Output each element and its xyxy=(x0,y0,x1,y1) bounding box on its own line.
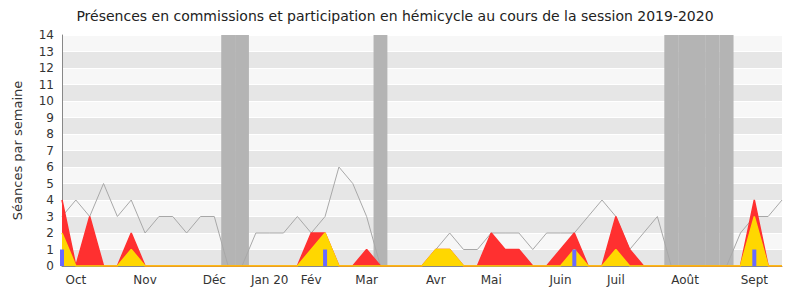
svg-text:2: 2 xyxy=(46,226,54,240)
svg-text:Mai: Mai xyxy=(481,273,502,287)
svg-text:7: 7 xyxy=(46,144,54,158)
svg-text:Déc: Déc xyxy=(203,273,226,287)
svg-text:3: 3 xyxy=(46,210,54,224)
svg-text:Juin: Juin xyxy=(548,273,571,287)
svg-text:0: 0 xyxy=(46,259,54,273)
svg-text:10: 10 xyxy=(39,94,54,108)
svg-text:Mar: Mar xyxy=(355,273,378,287)
svg-text:8: 8 xyxy=(46,127,54,141)
svg-text:Sept: Sept xyxy=(741,273,769,287)
svg-text:5: 5 xyxy=(46,177,54,191)
svg-text:14: 14 xyxy=(39,28,54,42)
svg-text:Juil: Juil xyxy=(606,273,625,287)
svg-text:11: 11 xyxy=(39,78,54,92)
svg-text:Séances par semaine: Séances par semaine xyxy=(10,81,25,220)
svg-text:9: 9 xyxy=(46,111,54,125)
svg-text:Août: Août xyxy=(671,273,699,287)
svg-text:12: 12 xyxy=(39,61,54,75)
svg-text:1: 1 xyxy=(46,243,54,257)
svg-text:6: 6 xyxy=(46,160,54,174)
svg-text:Fév: Fév xyxy=(301,273,322,287)
svg-text:Jan 20: Jan 20 xyxy=(250,273,289,287)
svg-text:13: 13 xyxy=(39,45,54,59)
svg-text:Oct: Oct xyxy=(65,273,86,287)
svg-text:Avr: Avr xyxy=(426,273,446,287)
svg-text:Présences en commissions et pa: Présences en commissions et participatio… xyxy=(76,8,713,24)
svg-text:4: 4 xyxy=(46,193,54,207)
svg-text:Nov: Nov xyxy=(133,273,156,287)
